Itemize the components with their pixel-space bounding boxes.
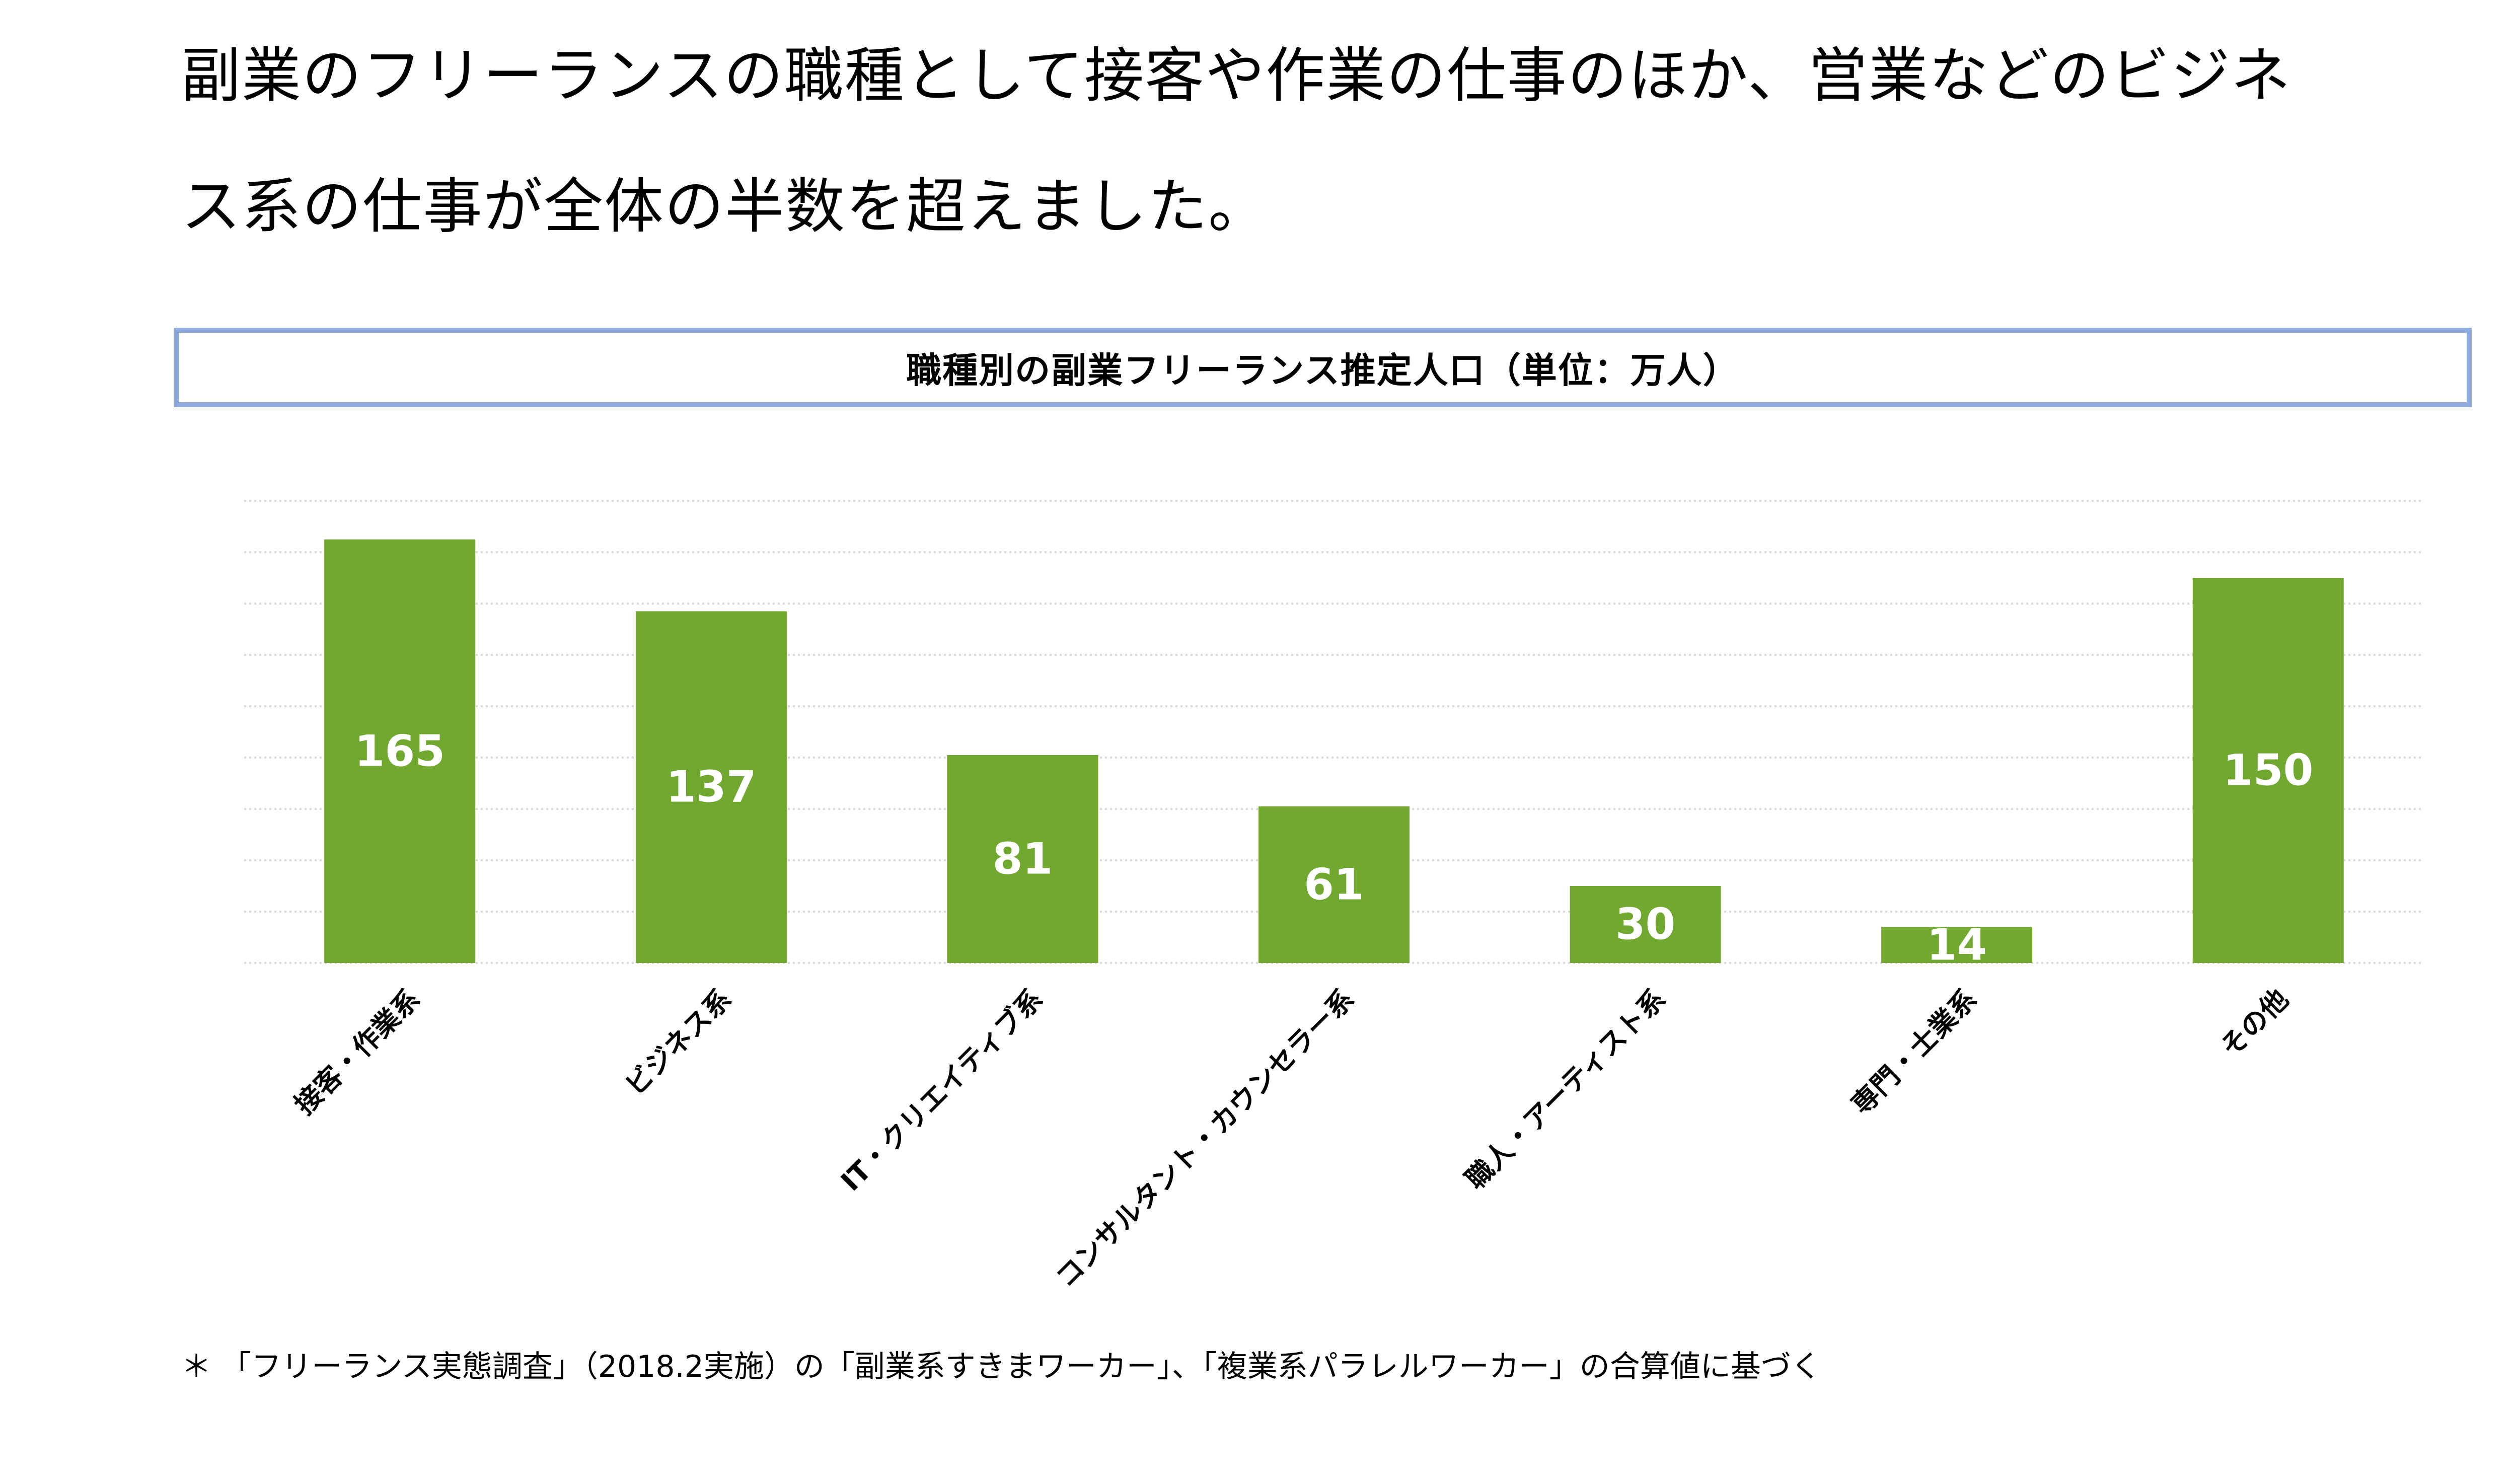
bar	[947, 755, 1098, 963]
headline-line-2: ス系の仕事が全体の半数を超えました。	[181, 172, 1269, 241]
bar	[1570, 886, 1721, 963]
chart-title-box: 職種別の副業フリーランス推定人口（単位：万人）	[174, 328, 2472, 407]
category-label: その他	[2214, 983, 2294, 1063]
grid-lines	[244, 500, 2424, 964]
bar-value-label: 81	[993, 834, 1053, 884]
category-label: 接客・作業系	[288, 983, 426, 1121]
bar	[1881, 927, 2033, 963]
bar-value-label: 137	[666, 762, 757, 812]
bar	[1258, 806, 1410, 963]
headline-line-1: 副業のフリーランスの職種として接客や作業の仕事のほか、営業などのビジネ	[181, 41, 2291, 110]
category-labels: 接客・作業系 ビジネス系 IT・クリエイティブ系 コンサルタント・カウンセラー系 職人・…	[288, 983, 2294, 1294]
bars	[324, 539, 2344, 963]
value-labels: 165 137 81 61 30 14 150	[355, 726, 2314, 970]
category-label: 専門・士業系	[1845, 983, 1983, 1121]
chart-title: 職種別の副業フリーランス推定人口（単位：万人）	[906, 349, 1739, 391]
bar-value-label: 30	[1615, 900, 1676, 950]
category-label: ビジネス系	[619, 983, 737, 1101]
bar	[2192, 578, 2344, 963]
bar	[324, 539, 476, 963]
category-label: コンサルタント・カウンセラー系	[1050, 983, 1360, 1294]
category-label: 職人・アーティスト系	[1459, 983, 1672, 1196]
bar-value-label: 165	[355, 726, 446, 776]
bar-value-label: 150	[2223, 746, 2314, 796]
bar	[635, 611, 787, 963]
headline: 副業のフリーランスの職種として接客や作業の仕事のほか、営業などのビジネ ス系の仕…	[181, 10, 2497, 272]
bar-value-label: 61	[1304, 859, 1364, 910]
bar-value-label: 14	[1927, 920, 1987, 970]
footnote: ＊ 「フリーランス実態調査」（2018.2実施）の「副業系すきまワーカー」、「複…	[181, 1349, 1821, 1384]
category-label: IT・クリエイティブ系	[835, 983, 1049, 1197]
